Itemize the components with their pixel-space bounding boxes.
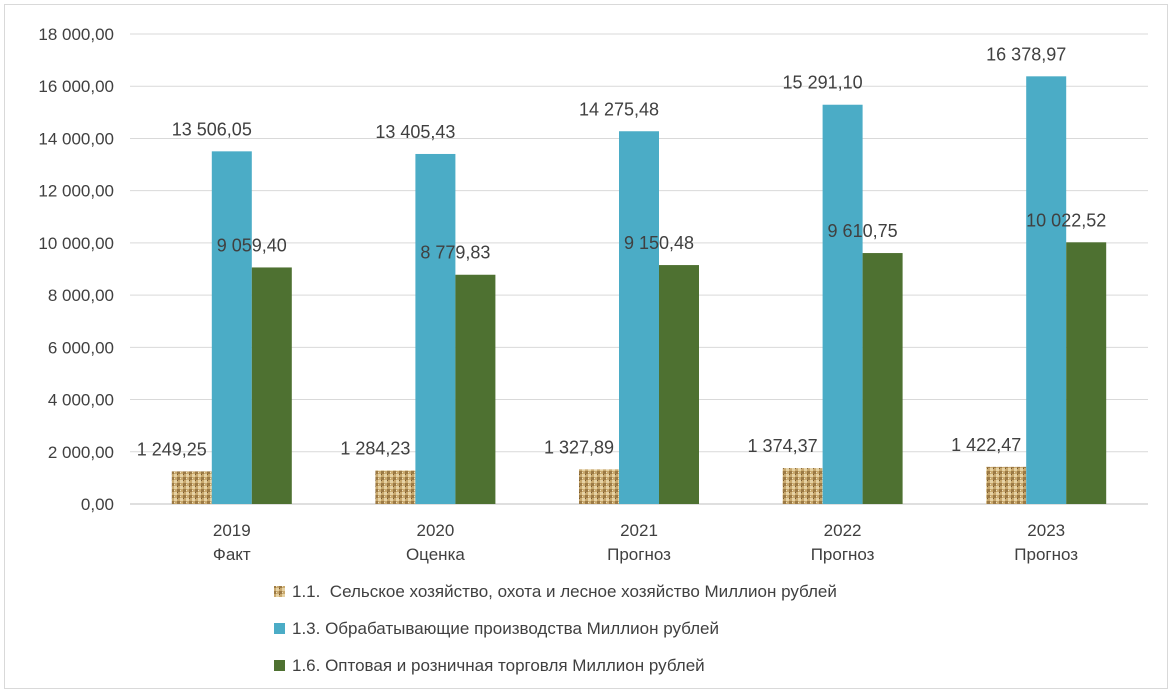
bars — [171, 76, 1107, 505]
data-label: 13 506,05 — [172, 119, 252, 139]
y-tick-label: 16 000,00 — [38, 77, 114, 96]
x-axis-categories: 2019 Факт 2020 Оценка 2021 Прогноз 2022 Прогноз… — [213, 521, 1078, 564]
data-label: 15 291,10 — [783, 73, 863, 93]
bar-series-3 — [455, 274, 496, 504]
bar-series-2 — [1026, 76, 1067, 504]
y-tick-label: 6 000,00 — [48, 338, 114, 357]
y-tick-label: 0,00 — [81, 495, 114, 514]
y-tick-label: 2 000,00 — [48, 443, 114, 462]
legend-entry: 1.6. Оптовая и розничная торговля Миллио… — [292, 656, 705, 675]
bar-series-2 — [619, 131, 659, 505]
data-label: 1 284,23 — [340, 438, 410, 458]
x-category-year: 2021 — [620, 521, 658, 540]
y-tick-label: 8 000,00 — [48, 286, 114, 305]
data-label: 9 059,40 — [217, 235, 287, 255]
x-category-status: Прогноз — [607, 545, 671, 564]
legend-swatch — [274, 623, 285, 634]
bar-series-1 — [579, 469, 619, 504]
bar-series-1 — [782, 468, 823, 504]
x-category-status: Факт — [213, 545, 251, 564]
y-tick-label: 10 000,00 — [38, 234, 114, 253]
x-category-year: 2023 — [1027, 521, 1065, 540]
chart-frame — [4, 4, 1168, 689]
bar-series-1 — [171, 471, 212, 504]
bar-series-1 — [375, 470, 416, 504]
data-labels: 1 249,25 13 506,05 9 059,40 1 284,23 13 405,… — [137, 44, 1106, 459]
bar-series-2 — [415, 153, 456, 504]
x-category-year: 2022 — [824, 521, 862, 540]
legend-swatch — [274, 660, 285, 671]
x-category-year: 2019 — [213, 521, 251, 540]
bar-series-2 — [211, 151, 252, 504]
bar-series-2 — [822, 104, 863, 504]
x-category-year: 2020 — [416, 521, 454, 540]
data-label: 1 374,37 — [748, 436, 818, 456]
x-category-status: Оценка — [406, 545, 465, 564]
bar-series-1 — [986, 466, 1027, 504]
data-label: 14 275,48 — [579, 99, 659, 119]
data-label: 1 422,47 — [951, 435, 1021, 455]
data-label: 9 610,75 — [828, 221, 898, 241]
data-label: 8 779,83 — [420, 243, 490, 263]
legend: 1.1. Сельское хозяйство, охота и лесное … — [274, 582, 837, 675]
data-label: 9 150,48 — [624, 233, 694, 253]
data-label: 16 378,97 — [986, 44, 1066, 64]
bar-series-3 — [1066, 242, 1107, 504]
bar-series-3 — [251, 267, 292, 504]
bar-series-3 — [659, 265, 699, 504]
data-label: 1 249,25 — [137, 439, 207, 459]
y-tick-label: 4 000,00 — [48, 391, 114, 410]
x-category-status: Прогноз — [811, 545, 875, 564]
legend-swatch — [274, 586, 285, 597]
legend-entry: 1.1. Сельское хозяйство, охота и лесное … — [292, 582, 837, 601]
y-tick-label: 18 000,00 — [38, 25, 114, 44]
data-label: 10 022,52 — [1026, 210, 1106, 230]
gridlines — [130, 33, 1148, 505]
x-category-status: Прогноз — [1014, 545, 1078, 564]
y-tick-label: 12 000,00 — [38, 182, 114, 201]
y-tick-label: 14 000,00 — [38, 129, 114, 148]
data-label: 1 327,89 — [544, 437, 614, 457]
bar-series-3 — [862, 253, 903, 504]
legend-entry: 1.3. Обрабатывающие производства Миллион… — [292, 619, 719, 638]
y-axis-ticks: 0,00 2 000,00 4 000,00 6 000,00 8 000,00 10 0… — [38, 25, 114, 514]
data-label: 13 405,43 — [375, 122, 455, 142]
